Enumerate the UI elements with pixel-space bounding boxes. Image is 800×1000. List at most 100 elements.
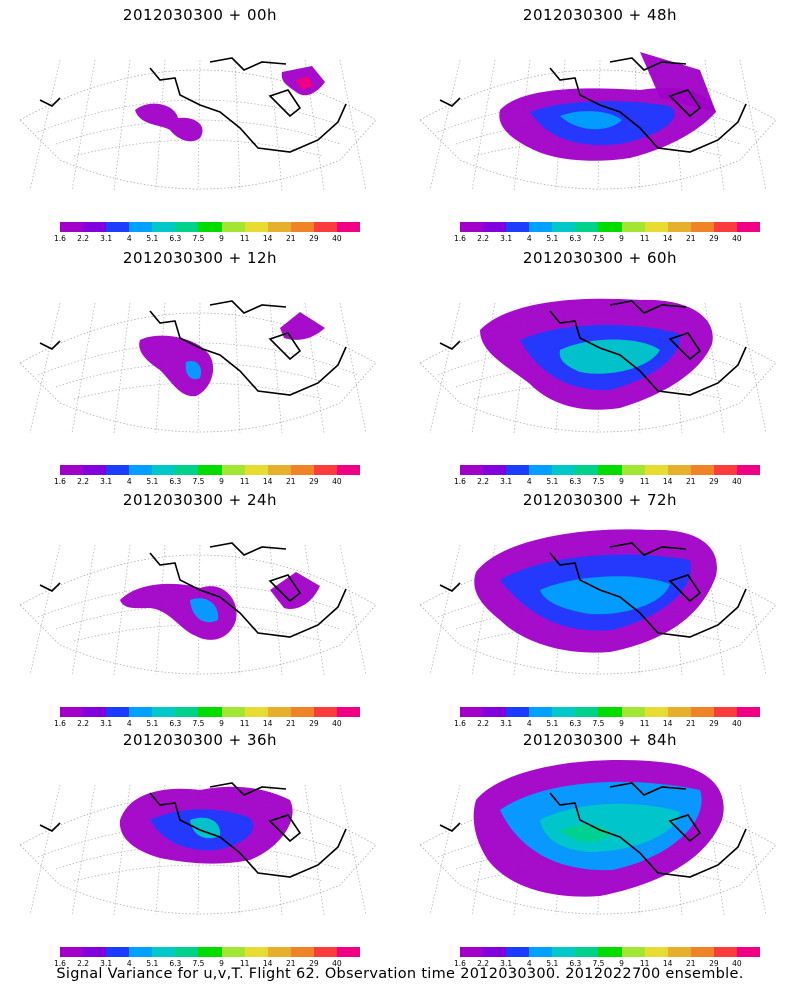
meridian-line	[197, 544, 201, 676]
meridian-line	[113, 59, 131, 191]
colorbar-swatch	[336, 947, 361, 957]
latitude-line	[73, 864, 323, 882]
colorbar-swatch	[106, 465, 130, 475]
colorbar-swatch	[60, 465, 84, 475]
colorbar-swatch	[290, 465, 314, 475]
colorbar-swatch	[506, 222, 530, 232]
latitude-line	[455, 362, 741, 388]
forecast-panel: 2012030300 + 24h 1.6 2.2 3.1 4 5.1 6.3 7.5 9 11 14…	[0, 485, 400, 728]
colorbar-label: 40	[732, 477, 742, 486]
colorbar-swatch	[713, 707, 737, 717]
colorbar-swatch	[244, 465, 268, 475]
colorbar-label: 2.2	[77, 959, 90, 968]
coastline	[439, 782, 747, 878]
polar-map	[419, 759, 777, 916]
colorbar-label: 14	[662, 234, 673, 243]
coastline	[439, 300, 747, 396]
colorbar-label: 11	[639, 234, 650, 243]
colorbar-swatch	[667, 947, 691, 957]
meridian-line	[739, 59, 767, 191]
colorbar-label: 6.3	[169, 719, 182, 728]
coastline	[39, 542, 347, 638]
colorbar-swatch	[60, 222, 84, 232]
meridian-line	[555, 59, 566, 191]
meridian-line	[155, 544, 166, 676]
colorbar-label: 2.2	[77, 719, 90, 728]
colorbar-label: 21	[285, 477, 296, 486]
figure-caption: Signal Variance for u,v,T. Flight 62. Ob…	[56, 966, 744, 982]
colorbar-label: 2.2	[77, 477, 90, 486]
meridian-line	[471, 59, 496, 191]
colorbar-swatch	[483, 222, 507, 232]
colorbar-swatch	[336, 465, 361, 475]
meridian-line	[197, 59, 201, 191]
colorbar-swatch	[460, 947, 484, 957]
panel-title: 2012030300 + 12h	[122, 249, 278, 267]
colorbar-swatch	[483, 707, 507, 717]
latitude-line	[37, 584, 359, 618]
colorbar-swatch	[129, 707, 153, 717]
meridian-line	[339, 302, 367, 434]
colorbar-label: 1.6	[454, 719, 466, 728]
forecast-panel: 2012030300 + 48h 1.6 2.2 3.1 4 5.1 6.3 7.5 9 11 14…	[400, 0, 800, 243]
colorbar	[60, 707, 361, 717]
colorbar-swatch	[336, 707, 361, 717]
colorbar-swatch	[83, 465, 107, 475]
colorbar-label: 3.1	[500, 959, 513, 968]
meridian-line	[739, 784, 767, 916]
meridian-line	[234, 302, 241, 434]
meridian-line	[71, 784, 96, 916]
meridian-line	[304, 544, 325, 676]
colorbar-swatch	[460, 707, 484, 717]
colorbar-swatch	[690, 465, 714, 475]
colorbar-swatch	[290, 947, 314, 957]
colorbar	[460, 707, 761, 717]
latitude-line	[55, 362, 341, 388]
colorbar-label: 21	[685, 719, 696, 728]
colorbar-swatch	[106, 947, 130, 957]
colorbar-label: 29	[309, 477, 319, 486]
colorbar-swatch	[598, 222, 622, 232]
colorbar-swatch	[221, 947, 245, 957]
forecast-panel: 2012030300 + 84h 1.6 2.2 3.1 4 5.1 6.3 7.5 9 11 14…	[400, 725, 800, 968]
colorbar-swatch	[198, 947, 222, 957]
colorbar-label: 9	[219, 234, 224, 243]
colorbar-swatch	[313, 947, 337, 957]
meridian-line	[113, 784, 131, 916]
colorbar-label: 29	[709, 719, 719, 728]
colorbar-swatch	[644, 947, 668, 957]
colorbar-swatch	[198, 465, 222, 475]
coastline	[39, 57, 347, 153]
polar-map	[419, 529, 777, 676]
colorbar-swatch	[267, 947, 291, 957]
colorbar-label: 2.2	[477, 719, 490, 728]
colorbar-swatch	[575, 222, 599, 232]
colorbar-label: 7.5	[192, 719, 205, 728]
variance-field	[560, 111, 622, 130]
colorbar-label: 40	[332, 719, 342, 728]
colorbar-label: 1.6	[454, 234, 466, 243]
colorbar-label: 3.1	[100, 959, 113, 968]
colorbar-swatch	[575, 947, 599, 957]
colorbar-label: 2.2	[477, 959, 490, 968]
colorbar-label: 5.1	[546, 719, 559, 728]
colorbar-label: 9	[619, 234, 624, 243]
panel-title: 2012030300 + 48h	[522, 6, 678, 24]
colorbar-label: 29	[309, 234, 319, 243]
colorbar-label: 3.1	[100, 719, 113, 728]
variance-field	[190, 598, 219, 623]
colorbar-label: 2.2	[477, 234, 490, 243]
polar-map	[419, 52, 777, 191]
meridian-line	[155, 59, 166, 191]
colorbar-label: 21	[285, 234, 296, 243]
colorbar-swatch	[483, 465, 507, 475]
colorbar-swatch	[152, 947, 176, 957]
colorbar-swatch	[621, 707, 645, 717]
colorbar-swatch	[575, 465, 599, 475]
colorbar-labels: 1.6 2.2 3.1 4 5.1 6.3 7.5 9 11 14 21 29 40	[52, 234, 372, 244]
meridian-line	[113, 302, 131, 434]
colorbar-label: 40	[332, 959, 342, 968]
colorbar-swatch	[621, 947, 645, 957]
colorbar-label: 11	[639, 959, 650, 968]
